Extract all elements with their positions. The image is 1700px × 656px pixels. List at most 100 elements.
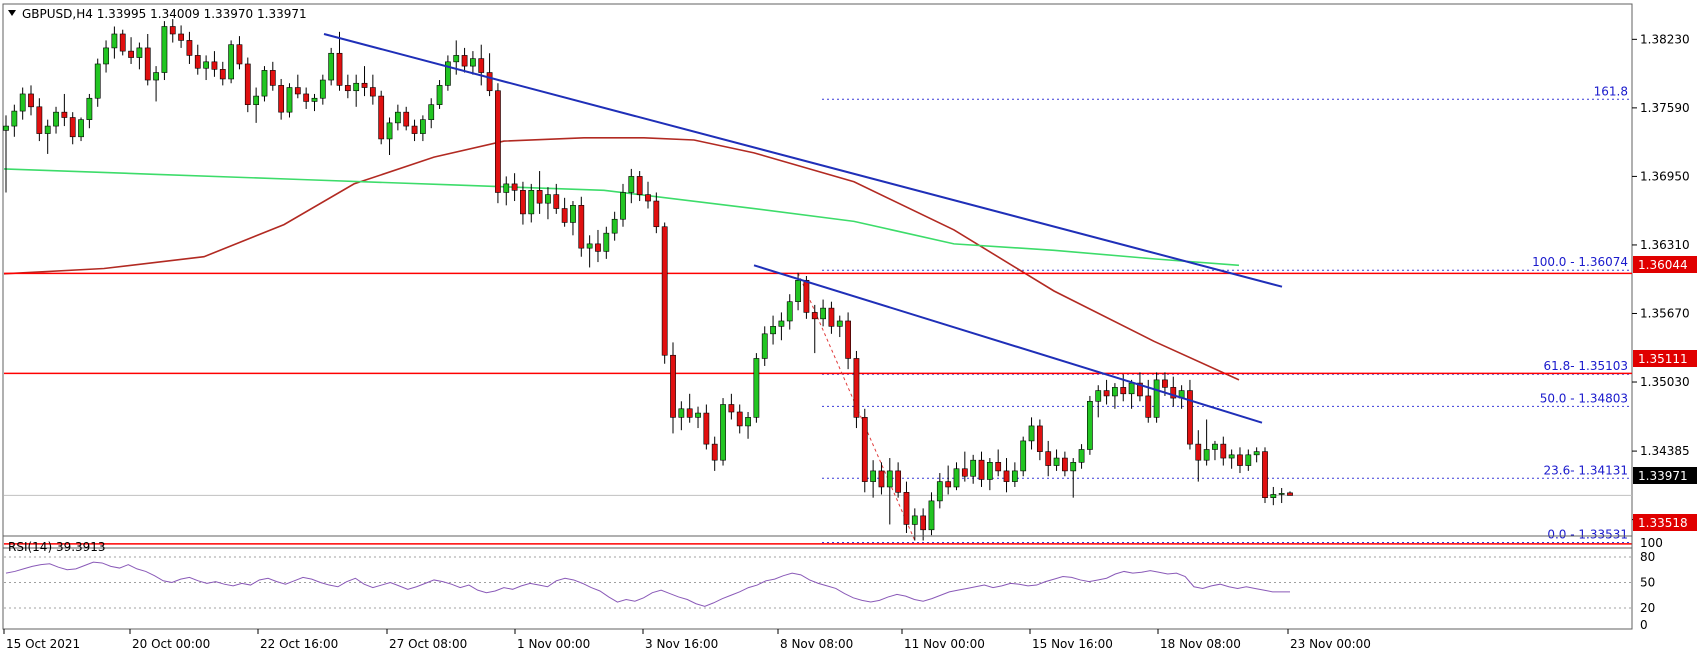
- candle: [886, 458, 893, 525]
- candle-body: [445, 61, 451, 86]
- candle-body: [1145, 395, 1152, 418]
- candle-body: [36, 106, 43, 134]
- candle-body: [1103, 390, 1110, 397]
- candle-body: [1137, 382, 1143, 397]
- candle-body: [478, 58, 485, 73]
- candle-body: [545, 194, 551, 204]
- candle: [645, 181, 651, 209]
- candle-body: [11, 110, 18, 127]
- candle-body: [228, 44, 235, 80]
- candle-body: [286, 87, 293, 113]
- candle-body: [94, 63, 101, 99]
- candle: [803, 276, 810, 319]
- candle: [1078, 444, 1085, 469]
- candle: [820, 299, 826, 327]
- candle-body: [861, 417, 868, 482]
- candle-body: [936, 481, 943, 502]
- rsi-tick-label: 0: [1640, 618, 1648, 632]
- time-tick-label: 27 Oct 08:00: [389, 637, 467, 651]
- candle-body: [219, 69, 226, 80]
- candle: [153, 66, 159, 102]
- candle: [211, 51, 218, 77]
- candle-body: [244, 63, 251, 105]
- candle-body: [636, 176, 643, 195]
- candle: [928, 492, 935, 536]
- candle-body: [86, 97, 93, 120]
- candle: [903, 481, 910, 534]
- candle-body: [153, 72, 159, 81]
- candle: [403, 106, 410, 131]
- candle-body: [1061, 457, 1068, 472]
- candle: [1045, 440, 1052, 477]
- candle-body: [69, 117, 76, 138]
- candle: [620, 183, 626, 227]
- candle-body: [886, 470, 893, 488]
- candle-body: [28, 93, 34, 108]
- candle: [61, 93, 68, 127]
- candle-body: [1011, 470, 1018, 482]
- candle: [628, 168, 635, 204]
- candle: [878, 462, 885, 495]
- candle-body: [303, 93, 310, 102]
- candle-body: [436, 85, 443, 105]
- candle: [1061, 451, 1068, 477]
- time-tick-label: 15 Oct 2021: [6, 637, 80, 651]
- candle: [328, 47, 335, 86]
- candle-body: [1237, 454, 1243, 466]
- fib-level-label: 161.8: [1594, 84, 1628, 98]
- candle: [1262, 447, 1268, 504]
- candle-body: [61, 111, 68, 118]
- moving-average-2: [3, 168, 1240, 267]
- candle-body: [428, 104, 435, 120]
- candle-body: [470, 58, 476, 67]
- candle: [720, 398, 726, 466]
- candle: [261, 66, 268, 102]
- tag-level-1: 1.36044: [1633, 256, 1697, 273]
- candle: [1011, 462, 1018, 487]
- candle-body: [695, 412, 701, 418]
- candle: [636, 171, 643, 202]
- candle-body: [1220, 443, 1227, 459]
- candle: [495, 83, 501, 204]
- candle: [995, 449, 1002, 477]
- candle-body: [795, 279, 801, 303]
- candle: [161, 21, 168, 81]
- candle-body: [203, 61, 209, 69]
- candle: [1228, 449, 1235, 469]
- candle-body: [803, 279, 810, 313]
- candle-body: [1053, 457, 1060, 466]
- tag-level-2-box: [1633, 350, 1697, 367]
- candle-body: [645, 194, 651, 202]
- candle-body: [1162, 379, 1168, 388]
- candle-body: [111, 33, 118, 49]
- collapse-triangle-icon[interactable]: [8, 10, 16, 16]
- candle: [1103, 379, 1110, 405]
- candle: [895, 462, 902, 498]
- time-tick-label: 3 Nov 16:00: [645, 637, 718, 651]
- candle-body: [461, 55, 468, 67]
- candle: [19, 87, 26, 120]
- candle: [1245, 449, 1252, 471]
- candle: [970, 454, 977, 484]
- candle-body: [236, 44, 243, 65]
- candle-body: [628, 176, 635, 193]
- candle: [369, 74, 376, 105]
- candle-body: [211, 61, 218, 70]
- candle: [169, 18, 176, 43]
- candle-body: [961, 468, 968, 477]
- time-axis: 15 Oct 2021 20 Oct 00:00 22 Oct 16:00 27 Oc…: [3, 629, 1371, 651]
- price-tick-label: 1.36950: [1640, 169, 1690, 183]
- candle: [1137, 372, 1143, 402]
- candle: [811, 304, 818, 354]
- candle: [136, 42, 143, 70]
- rsi-pane-border: [2, 535, 1633, 630]
- candle: [11, 104, 18, 137]
- candle-body: [386, 122, 393, 140]
- moving-average-1: [3, 137, 1240, 381]
- candle-body: [1120, 387, 1127, 395]
- candle: [670, 342, 676, 434]
- time-tick-label: 23 Nov 00:00: [1290, 637, 1371, 651]
- candle: [361, 66, 368, 97]
- candle: [586, 235, 593, 268]
